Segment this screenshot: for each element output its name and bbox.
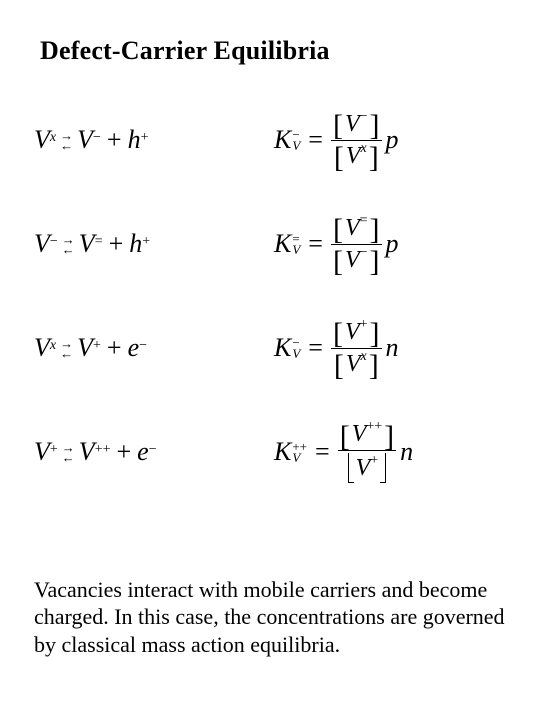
- arrow-left: ←: [60, 141, 73, 151]
- sup: +: [141, 130, 149, 146]
- reaction: Vx → ← V+ + e−: [34, 333, 274, 363]
- plus-sign: +: [101, 125, 128, 155]
- caption-text: Vacancies interact with mobile carriers …: [34, 576, 506, 659]
- trailing-var: p: [382, 125, 399, 155]
- equation-row: Vx → ← V+ + e− K − V = [ V+ ]: [34, 300, 506, 396]
- equals-sign: =: [300, 125, 331, 155]
- equation-row: V− → ← V= + h+ K = V = [ V= ]: [34, 196, 506, 292]
- sup: −: [93, 130, 101, 146]
- reaction: V− → ← V= + h+: [34, 229, 274, 259]
- equilibrium-arrows: → ←: [56, 131, 77, 151]
- fraction: [ V− ] [ Vx ]: [331, 109, 382, 172]
- slide: Defect-Carrier Equilibria Vx → ← V− + h+…: [0, 0, 540, 720]
- floor-bracket-right: [380, 453, 388, 483]
- reaction: Vx → ← V− + h+: [34, 125, 274, 155]
- equation-row: V+ → ← V++ + e− K ++ V = [ V++: [34, 404, 506, 500]
- K-symbol: K − V: [274, 125, 300, 155]
- equation-row: Vx → ← V− + h+ K − V = [ V− ]: [34, 92, 506, 188]
- reaction: V+ → ← V++ + e−: [34, 437, 274, 467]
- K-supsub: − V: [292, 129, 300, 151]
- denominator: [ Vx ]: [332, 141, 381, 172]
- floor-bracket-left: [346, 453, 354, 483]
- var-V: V: [34, 125, 50, 155]
- mass-action-expr: K − V = [ V− ] [ Vx ] p: [274, 109, 506, 172]
- numerator: [ V− ]: [331, 109, 382, 140]
- var-V: V: [77, 125, 93, 155]
- page-title: Defect-Carrier Equilibria: [40, 36, 506, 66]
- carrier: h: [128, 125, 141, 155]
